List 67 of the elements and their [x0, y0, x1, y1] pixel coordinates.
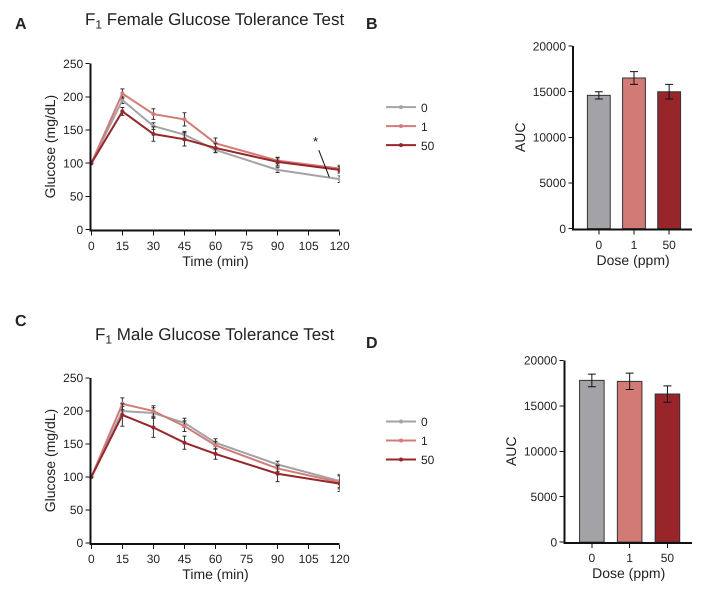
x-tick-label: 60: [208, 238, 222, 253]
y-axis-title: Glucose (mg/dL): [42, 408, 58, 512]
x-tick-label: 105: [298, 552, 319, 566]
x-axis-title: Dose (ppm): [596, 252, 670, 268]
x-tick-label: 1: [626, 551, 634, 566]
x-tick-label: 90: [270, 552, 285, 566]
y-tick-label: 15000: [524, 399, 558, 414]
y-axis-title: AUC: [502, 436, 519, 466]
y-tick-label: 0: [550, 535, 558, 550]
x-tick-label: 1: [630, 238, 638, 252]
x-tick-label: 50: [660, 551, 674, 566]
x-tick-label: 15: [116, 238, 130, 253]
y-tick-label: 100: [63, 156, 84, 170]
y-tick-label: 150: [63, 437, 84, 452]
x-tick-label: 30: [146, 238, 160, 253]
x-tick-label: 60: [208, 552, 222, 566]
y-tick-label: 250: [63, 56, 84, 71]
x-tick-label: 75: [240, 238, 254, 253]
y-tick-label: 0: [559, 222, 566, 236]
y-tick-label: 5000: [530, 490, 558, 504]
x-tick-label: 45: [178, 238, 192, 253]
legend-label: 0: [420, 415, 428, 430]
annotation: *: [313, 134, 318, 149]
y-axis-title: AUC: [512, 122, 528, 152]
x-tick-label: 0: [595, 238, 602, 252]
y-tick-label: 10000: [532, 130, 566, 145]
y-tick-label: 0: [76, 222, 84, 237]
legend-label: 1: [420, 434, 428, 448]
x-tick-label: 30: [146, 552, 160, 566]
y-tick-label: 200: [63, 404, 84, 418]
x-tick-label: 0: [588, 551, 596, 566]
y-tick-label: 50: [70, 190, 84, 204]
x-tick-label: 75: [240, 552, 254, 566]
x-axis-title: Time (min): [182, 252, 249, 269]
y-tick-label: 10000: [524, 444, 558, 458]
x-tick-label: 90: [270, 238, 285, 253]
x-axis-title: Dose (ppm): [592, 565, 666, 582]
y-tick-label: 20000: [524, 354, 558, 368]
text: C: [15, 313, 27, 330]
x-tick-label: 45: [178, 552, 192, 566]
x-tick-label: 120: [330, 238, 350, 253]
y-tick-label: 50: [70, 503, 84, 518]
legend-label: 50: [420, 453, 435, 468]
legend-label: 50: [420, 138, 435, 153]
x-axis-title: Time (min): [182, 566, 249, 582]
text: D: [366, 335, 378, 352]
y-tick-label: 200: [63, 90, 84, 104]
text: A: [15, 16, 27, 33]
x-tick-label: 50: [662, 238, 676, 252]
chart-title: F$_{1}$ Female Glucose Tolerance Test: [85, 10, 345, 32]
y-axis-title: Glucose (mg/dL): [42, 94, 58, 198]
x-tick-label: 15: [116, 552, 130, 566]
y-tick-label: 250: [63, 371, 84, 386]
y-tick-label: 100: [63, 470, 84, 484]
y-tick-label: 0: [76, 536, 84, 550]
y-tick-label: 150: [63, 123, 84, 138]
y-tick-label: 15000: [532, 84, 566, 99]
x-tick-label: 0: [88, 238, 95, 253]
x-tick-label: 0: [88, 552, 95, 566]
chart-title: F$_{1}$ Male Glucose Tolerance Test: [95, 325, 335, 347]
y-tick-label: 5000: [539, 176, 566, 190]
x-tick-label: 105: [298, 238, 319, 253]
y-tick-label: 20000: [532, 39, 566, 54]
text: B: [366, 16, 378, 33]
legend-label: 1: [420, 120, 428, 134]
legend-label: 0: [420, 100, 428, 115]
x-tick-label: 120: [330, 552, 350, 566]
